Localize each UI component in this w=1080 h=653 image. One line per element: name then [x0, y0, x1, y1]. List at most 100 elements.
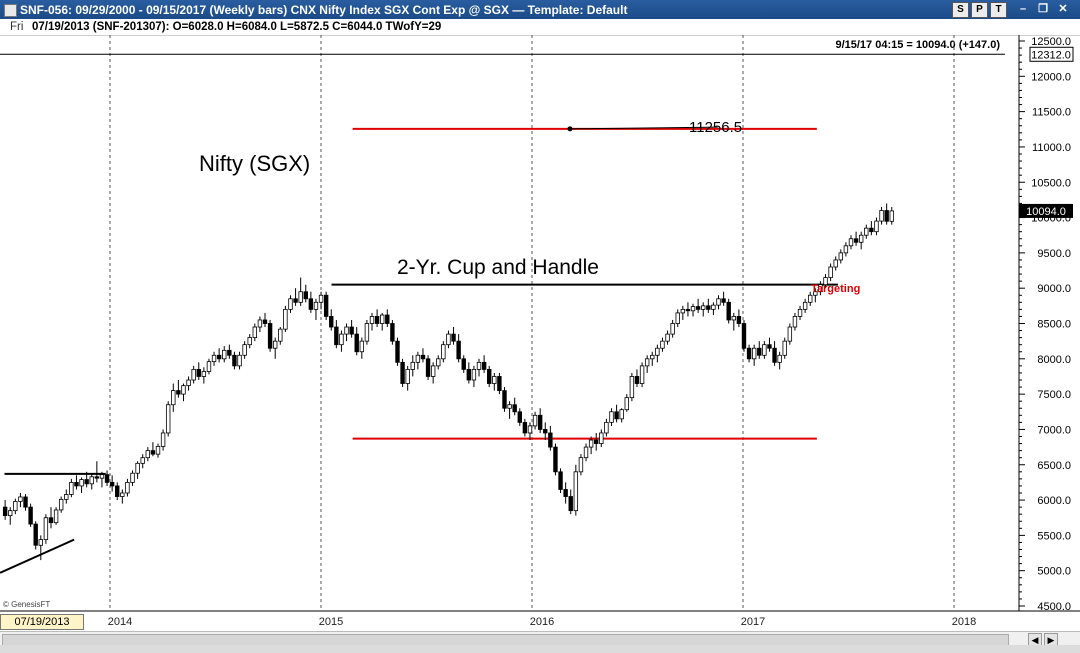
window-titlebar: SNF-056: 09/29/2000 - 09/15/2017 (Weekly… — [0, 0, 1080, 19]
candle-body — [385, 314, 390, 324]
candles — [2, 203, 894, 561]
candle-body — [665, 333, 670, 342]
candle-body — [655, 347, 660, 356]
top-price-box-bg — [1029, 46, 1074, 62]
candle-body — [8, 510, 13, 516]
candle-body — [762, 344, 767, 356]
horizontal-scrollbar[interactable]: ◀ ▶ — [0, 631, 1080, 647]
candle-body — [497, 376, 502, 391]
candle-body — [573, 471, 579, 512]
p-button[interactable]: P — [971, 2, 988, 18]
candle-body — [374, 316, 380, 324]
candle-body — [308, 298, 314, 310]
candle-body — [869, 227, 874, 233]
y-tick-label: 11000.0 — [1032, 142, 1071, 154]
candle-body — [537, 414, 543, 430]
candle-body — [344, 326, 349, 335]
y-tick-label: 6500.0 — [1037, 460, 1071, 472]
candle-body — [660, 340, 665, 349]
candle-body — [430, 365, 436, 377]
candle-body — [369, 316, 375, 324]
candle-body — [359, 340, 365, 353]
candle-body — [543, 429, 548, 434]
y-tick-label: 7000.0 — [1037, 424, 1071, 436]
candle-body — [553, 446, 558, 473]
candle-body — [120, 492, 125, 497]
candle-body — [420, 354, 426, 360]
close-icon[interactable]: ✕ — [1058, 3, 1068, 15]
candle-body — [227, 349, 232, 356]
app-icon — [4, 4, 17, 17]
candle-body — [293, 298, 298, 303]
pattern-label: 2-Yr. Cup and Handle — [397, 256, 599, 279]
y-tick-label: 10500.0 — [1031, 177, 1071, 189]
candle-body — [507, 404, 512, 409]
candle-body — [206, 361, 212, 372]
candle-body — [334, 326, 339, 346]
target-pointer — [569, 126, 718, 130]
candle-body — [563, 489, 568, 497]
candle-body — [222, 349, 227, 360]
y-tick-label: 9500.0 — [1037, 248, 1071, 260]
candle-body — [155, 445, 161, 455]
candle-body — [746, 347, 752, 360]
x-tick-2014: 2014 — [107, 616, 133, 628]
candle-body — [13, 501, 18, 512]
candle-body — [792, 316, 798, 328]
candle-body — [548, 432, 553, 448]
chart-title: Nifty (SGX) — [199, 151, 311, 176]
candle-body — [522, 421, 528, 434]
candle-body — [257, 319, 263, 328]
target-pointer-dot — [567, 126, 573, 132]
candle-body — [436, 358, 441, 367]
candle-body — [527, 425, 533, 434]
candle-body — [481, 361, 487, 370]
candle-body — [165, 404, 171, 434]
candle-body — [267, 323, 273, 349]
candle-body — [441, 344, 446, 360]
last-price-box-text: 10094.0 — [1026, 206, 1066, 218]
top-price-box-text: 12312.0 — [1031, 49, 1071, 61]
price-chart[interactable]: 4500.0 5000.0 5500.0 6000.0 6500.0 7000.0 7500… — [0, 35, 1080, 631]
candle-body — [64, 494, 69, 500]
x-tick-2018: 2018 — [951, 616, 977, 628]
candle-body — [797, 308, 803, 317]
candle-body — [670, 323, 675, 335]
candle-body — [74, 482, 79, 487]
minimize-icon[interactable]: – — [1019, 3, 1027, 15]
restore-icon[interactable]: ❐ — [1038, 3, 1048, 15]
candle-body — [323, 294, 329, 317]
candle-body — [150, 450, 156, 455]
candle-body — [512, 404, 517, 413]
candle-body — [390, 323, 395, 342]
candle-body — [818, 284, 823, 293]
candle-body — [599, 432, 604, 444]
price-boxes: 12312.0 10094.0 — [1019, 46, 1074, 218]
candle-body — [558, 471, 563, 490]
t-button[interactable]: T — [990, 2, 1007, 18]
x-tick-2016: 2016 — [529, 616, 555, 628]
candle-body — [476, 361, 482, 370]
candle-body — [624, 397, 629, 411]
candle-body — [767, 344, 772, 349]
candle-body — [415, 354, 421, 363]
candle-body — [721, 298, 726, 303]
candle-body — [772, 347, 777, 363]
candle-body — [889, 210, 894, 222]
candle-body — [272, 340, 278, 349]
candle-body — [777, 354, 782, 363]
candle-body — [629, 376, 635, 399]
day-label: Fri — [10, 21, 24, 33]
copyright-label: © GenesisFT — [3, 600, 51, 609]
candle-body — [604, 421, 609, 434]
s-button[interactable]: S — [952, 2, 969, 18]
candle-body — [303, 291, 308, 300]
candle-body — [634, 376, 640, 384]
candle-body — [858, 234, 864, 243]
status-bar — [0, 645, 1080, 653]
candle-body — [736, 316, 742, 324]
y-axis: 4500.0 5000.0 5500.0 6000.0 6500.0 7000.0 7500… — [0, 35, 1080, 613]
candle-body — [252, 326, 258, 339]
top-price-box: 12312.0 — [1029, 46, 1074, 62]
candle-body — [176, 390, 181, 395]
